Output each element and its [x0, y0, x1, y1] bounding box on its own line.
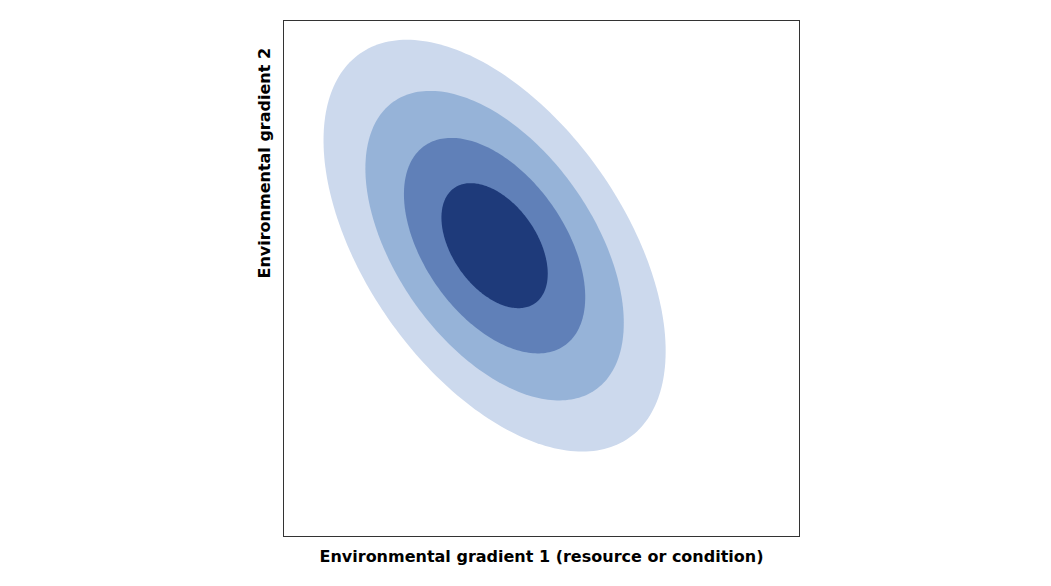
- svg-text:Environmental gradient 1 (reso: Environmental gradient 1 (resource or co…: [319, 547, 763, 566]
- svg-text:Environmental gradient 2: Environmental gradient 2: [254, 48, 273, 279]
